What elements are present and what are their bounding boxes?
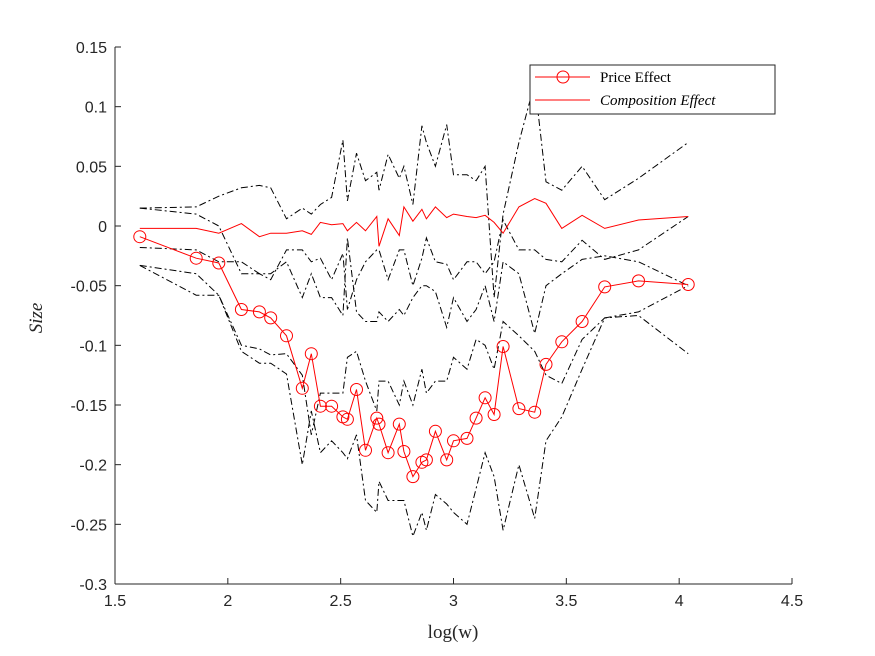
data-point-price-effect	[539, 357, 553, 371]
x-tick-label: 4.5	[781, 593, 803, 610]
data-point-price-effect	[632, 274, 645, 288]
series-line-band-2	[139, 207, 689, 310]
data-point-price-effect	[406, 470, 420, 484]
data-point-price-effect	[359, 443, 372, 457]
y-tick-label: 0.1	[85, 100, 107, 117]
data-point-price-effect	[189, 251, 203, 265]
data-point-price-effect	[598, 280, 612, 294]
y-axis-title: Size	[26, 303, 47, 334]
data-point-price-effect	[340, 412, 354, 426]
series-line-band-3	[139, 237, 689, 334]
series-line-band-4	[139, 264, 689, 435]
data-point-price-effect	[528, 405, 542, 419]
data-point-price-effect	[313, 399, 327, 413]
series-line-band-5	[139, 264, 689, 538]
data-point-price-effect	[264, 311, 278, 325]
y-tick-label: 0	[98, 219, 107, 236]
data-point-price-effect	[496, 340, 510, 353]
data-point-price-effect	[681, 278, 695, 291]
data-point-price-effect	[419, 453, 433, 467]
axes: 1.5 2 2.5 3 3.5 4 4.5 -0.3 -0.25 -0.2 -0.15 -0.1 -0.…	[71, 40, 804, 610]
legend-label-price-effect: Price Effect	[600, 70, 672, 86]
data-point-price-effect	[372, 417, 386, 431]
x-tick-label: 4	[675, 593, 684, 610]
data-point-price-effect	[512, 402, 526, 416]
y-tick-label: -0.15	[71, 398, 108, 415]
series-layer	[133, 82, 695, 538]
data-point-price-effect	[447, 434, 460, 448]
data-point-price-effect	[234, 303, 248, 316]
x-tick-label: 3	[449, 593, 458, 610]
data-point-price-effect	[392, 417, 406, 431]
y-tick-label: -0.2	[79, 458, 107, 475]
series-line-composition-effect	[139, 198, 689, 247]
data-point-price-effect	[370, 411, 384, 425]
data-point-price-effect	[469, 411, 483, 425]
data-point-price-effect	[575, 315, 589, 328]
data-point-price-effect	[304, 347, 318, 361]
data-point-price-effect	[133, 230, 147, 244]
data-point-price-effect	[428, 424, 442, 438]
data-point-price-effect	[350, 383, 363, 396]
y-tick-label: -0.25	[71, 517, 108, 534]
data-point-price-effect	[280, 329, 293, 343]
legend-label-composition-effect: Composition Effect	[600, 93, 716, 109]
data-point-price-effect	[212, 256, 226, 270]
data-point-price-effect	[460, 431, 474, 445]
series-line-band-1	[139, 82, 689, 298]
data-point-price-effect	[325, 399, 339, 413]
x-tick-label: 2.5	[330, 593, 352, 610]
legend-marker-price-effect	[556, 70, 570, 84]
data-point-price-effect	[555, 335, 569, 349]
y-tick-label: -0.3	[79, 577, 107, 594]
x-axis-title: log(w)	[428, 622, 479, 643]
data-point-price-effect	[440, 453, 454, 467]
data-point-price-effect	[295, 381, 309, 395]
data-point-price-effect	[478, 391, 492, 405]
data-point-price-effect	[487, 408, 501, 421]
data-point-price-effect	[397, 445, 411, 458]
x-tick-label: 1.5	[104, 593, 126, 610]
data-point-price-effect	[381, 446, 395, 460]
y-tick-label: -0.1	[79, 338, 107, 355]
x-tick-label: 3.5	[555, 593, 577, 610]
y-tick-label: 0.05	[76, 159, 107, 176]
y-tick-label: -0.05	[71, 279, 108, 296]
data-point-price-effect	[252, 305, 266, 319]
legend-box	[529, 64, 776, 115]
y-tick-label: 0.15	[76, 40, 107, 57]
x-tick-label: 2	[223, 593, 232, 610]
legend: Price Effect Composition Effect	[529, 64, 776, 115]
series-line-price-effect	[139, 236, 689, 478]
